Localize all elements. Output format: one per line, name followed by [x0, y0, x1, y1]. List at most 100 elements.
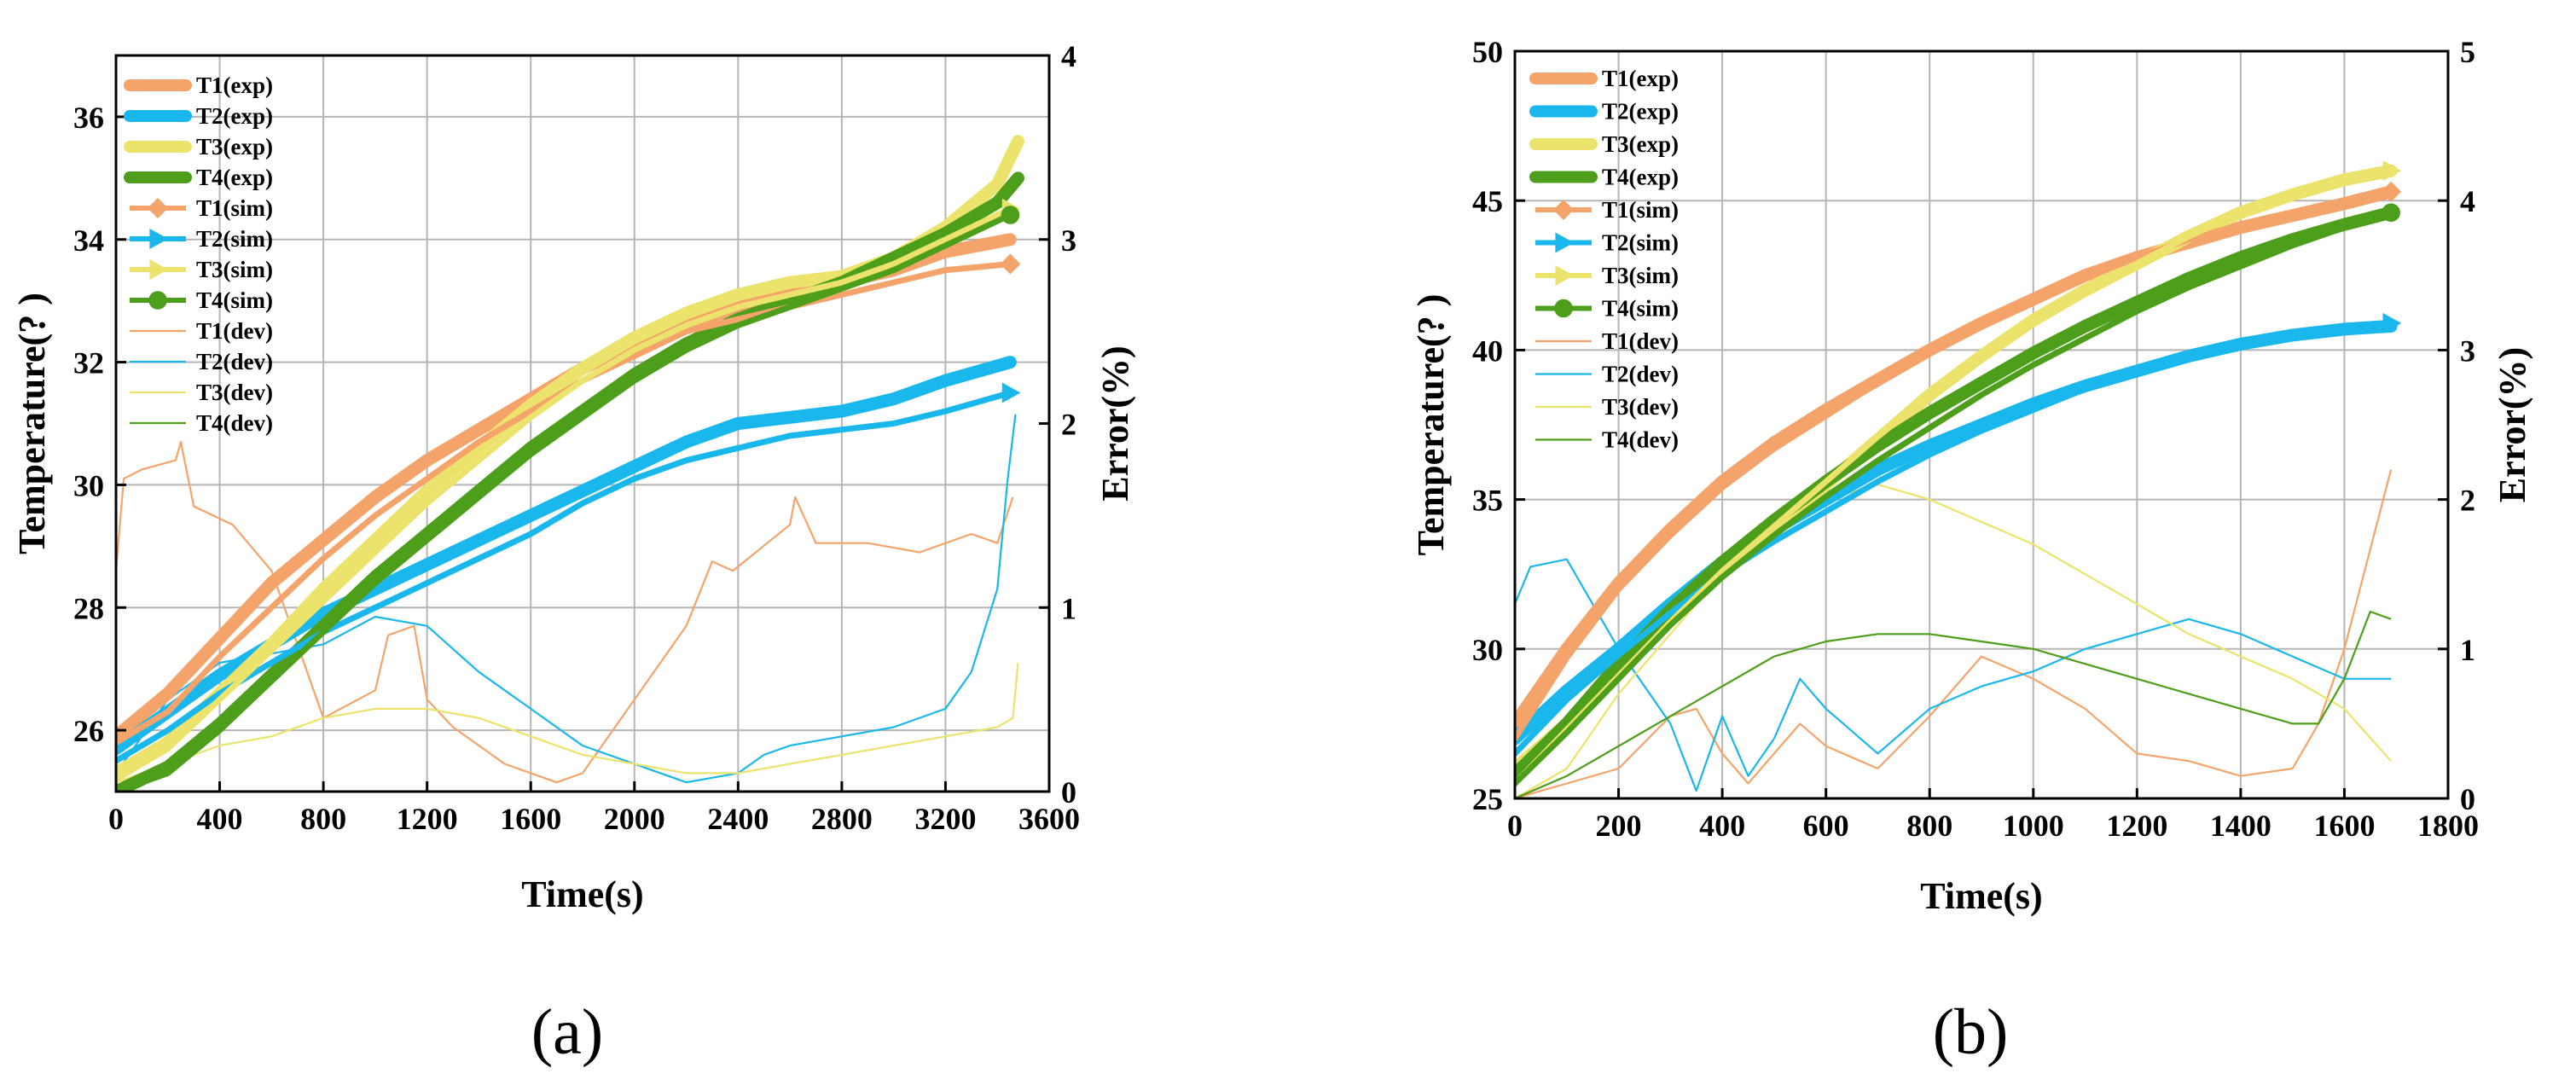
series-line — [116, 171, 1024, 792]
legend-marker — [1554, 299, 1573, 318]
y2-axis-label: Error(%) — [2492, 347, 2533, 502]
x-tick-label: 0 — [108, 802, 124, 836]
y-tick-label: 35 — [1472, 484, 1503, 518]
series-t2-dev — [1515, 558, 2392, 792]
series-end-marker — [1001, 382, 1021, 403]
legend-label: T4(sim) — [196, 287, 273, 313]
y-tick-label: 30 — [1472, 633, 1503, 667]
series-line — [1515, 189, 2394, 742]
x-tick-label: 2400 — [707, 802, 769, 836]
y-tick-label: 28 — [73, 591, 104, 625]
legend-item: T3(sim) — [1535, 263, 1679, 288]
legend-label: T1(exp) — [1602, 66, 1679, 91]
series-end-marker — [2382, 160, 2402, 182]
series-line — [1515, 610, 2392, 798]
series-line — [116, 206, 1013, 783]
y2-tick-label: 3 — [2460, 334, 2475, 368]
series-end-marker — [2381, 181, 2402, 202]
panel-label: (b) — [1933, 996, 2009, 1068]
y-tick-label: 25 — [1472, 782, 1503, 816]
series-line — [116, 212, 1013, 792]
x-tick-label: 2000 — [604, 802, 665, 836]
legend-item: T1(sim) — [130, 195, 273, 221]
y-axis-label: Temperature(? ) — [1410, 294, 1452, 556]
legend-item: T1(sim) — [1535, 197, 1679, 223]
x-tick-label: 3200 — [914, 802, 976, 836]
x-axis-label: Time(s) — [1920, 875, 2042, 917]
legend-item: T1(exp) — [124, 73, 273, 98]
y2-axis-label: Error(%) — [1094, 345, 1136, 501]
series-end-marker — [2382, 312, 2402, 334]
legend-marker — [1553, 200, 1574, 220]
chart-a: 0 400 800 1200 1600 2000 2400 2800 3200 3600 26 28 3… — [11, 39, 1136, 1068]
legend-item: T4(exp) — [124, 165, 273, 190]
series-t3-dev — [1515, 484, 2392, 798]
legend-marker — [148, 291, 167, 310]
y2-tick-label: 0 — [2460, 782, 2475, 816]
legend-item: T4(sim) — [1535, 296, 1679, 322]
legend-item: T4(sim) — [130, 287, 273, 313]
y-tick-label: 26 — [73, 714, 104, 748]
series-line — [1515, 320, 2394, 757]
legend-label: T1(dev) — [196, 318, 273, 344]
legend-label: T3(exp) — [196, 134, 273, 160]
legend-label: T1(sim) — [196, 195, 273, 221]
series-end-marker — [2382, 203, 2400, 223]
legend-label: T2(exp) — [196, 103, 273, 129]
x-tick-label: 800 — [300, 802, 346, 836]
series-t3-dev — [116, 662, 1019, 784]
legend: T1(exp) T2(exp) T3(exp) T4(exp) T1(sim) T2(si… — [1529, 66, 1679, 453]
legend-item: T3(dev) — [1535, 394, 1679, 420]
legend-label: T1(sim) — [1602, 197, 1679, 223]
legend-item: T4(exp) — [1529, 165, 1679, 190]
series-t1-sim — [1515, 181, 2402, 742]
y-tick-label: 36 — [73, 101, 104, 135]
x-tick-label: 400 — [197, 802, 243, 836]
series-t4-sim — [116, 206, 1020, 792]
x-tick-label: 1600 — [500, 802, 561, 836]
series-t4-exp — [116, 171, 1024, 792]
legend-item: T2(exp) — [1529, 99, 1679, 125]
legend-item: T2(sim) — [130, 226, 273, 252]
legend: T1(exp) T2(exp) T3(exp) T4(exp) T1(sim) T2(si… — [124, 73, 273, 436]
legend-label: T3(dev) — [1602, 394, 1679, 420]
x-tick-label: 200 — [1596, 809, 1642, 843]
y2-tick-label: 0 — [1061, 775, 1076, 809]
legend-item: T3(dev) — [130, 380, 273, 405]
y2-tick-label: 2 — [1061, 408, 1076, 442]
legend-item: T2(dev) — [130, 349, 273, 374]
y-tick-label: 34 — [73, 223, 104, 258]
series-line — [116, 390, 1013, 764]
legend-label: T2(sim) — [196, 226, 273, 252]
panel-label: (a) — [531, 996, 603, 1068]
legend-label: T3(dev) — [196, 380, 273, 405]
legend-label: T4(sim) — [1602, 296, 1679, 322]
legend-item: T3(exp) — [124, 134, 273, 160]
y-tick-label: 50 — [1472, 35, 1503, 69]
series-t2-sim — [1515, 312, 2402, 757]
axis-ticks: 0 400 800 1200 1600 2000 2400 2800 3200 3600 26 28 3… — [73, 39, 1080, 836]
x-tick-label: 1400 — [2210, 809, 2271, 843]
x-tick-label: 1200 — [397, 802, 458, 836]
legend-item: T1(dev) — [1535, 328, 1679, 354]
legend-item: T1(dev) — [130, 318, 273, 344]
y2-tick-label: 4 — [2460, 184, 2475, 218]
legend-marker — [1555, 232, 1574, 253]
legend-marker — [149, 229, 168, 249]
series-line — [1515, 558, 2392, 792]
series-line — [1515, 469, 2393, 798]
legend-label: T2(dev) — [1602, 362, 1679, 387]
y2-tick-label: 5 — [2460, 35, 2475, 69]
series-line — [116, 441, 1014, 784]
legend-label: T2(dev) — [196, 349, 273, 374]
legend-label: T4(dev) — [196, 410, 273, 436]
series-t2-sim — [116, 382, 1021, 764]
legend-label: T1(exp) — [196, 73, 273, 98]
x-tick-label: 1200 — [2106, 809, 2167, 843]
legend-label: T2(sim) — [1602, 230, 1679, 256]
x-tick-label: 800 — [1906, 809, 1952, 843]
y2-tick-label: 2 — [2460, 484, 2475, 518]
y-tick-label: 30 — [73, 468, 104, 502]
legend-item: T3(exp) — [1529, 131, 1679, 157]
